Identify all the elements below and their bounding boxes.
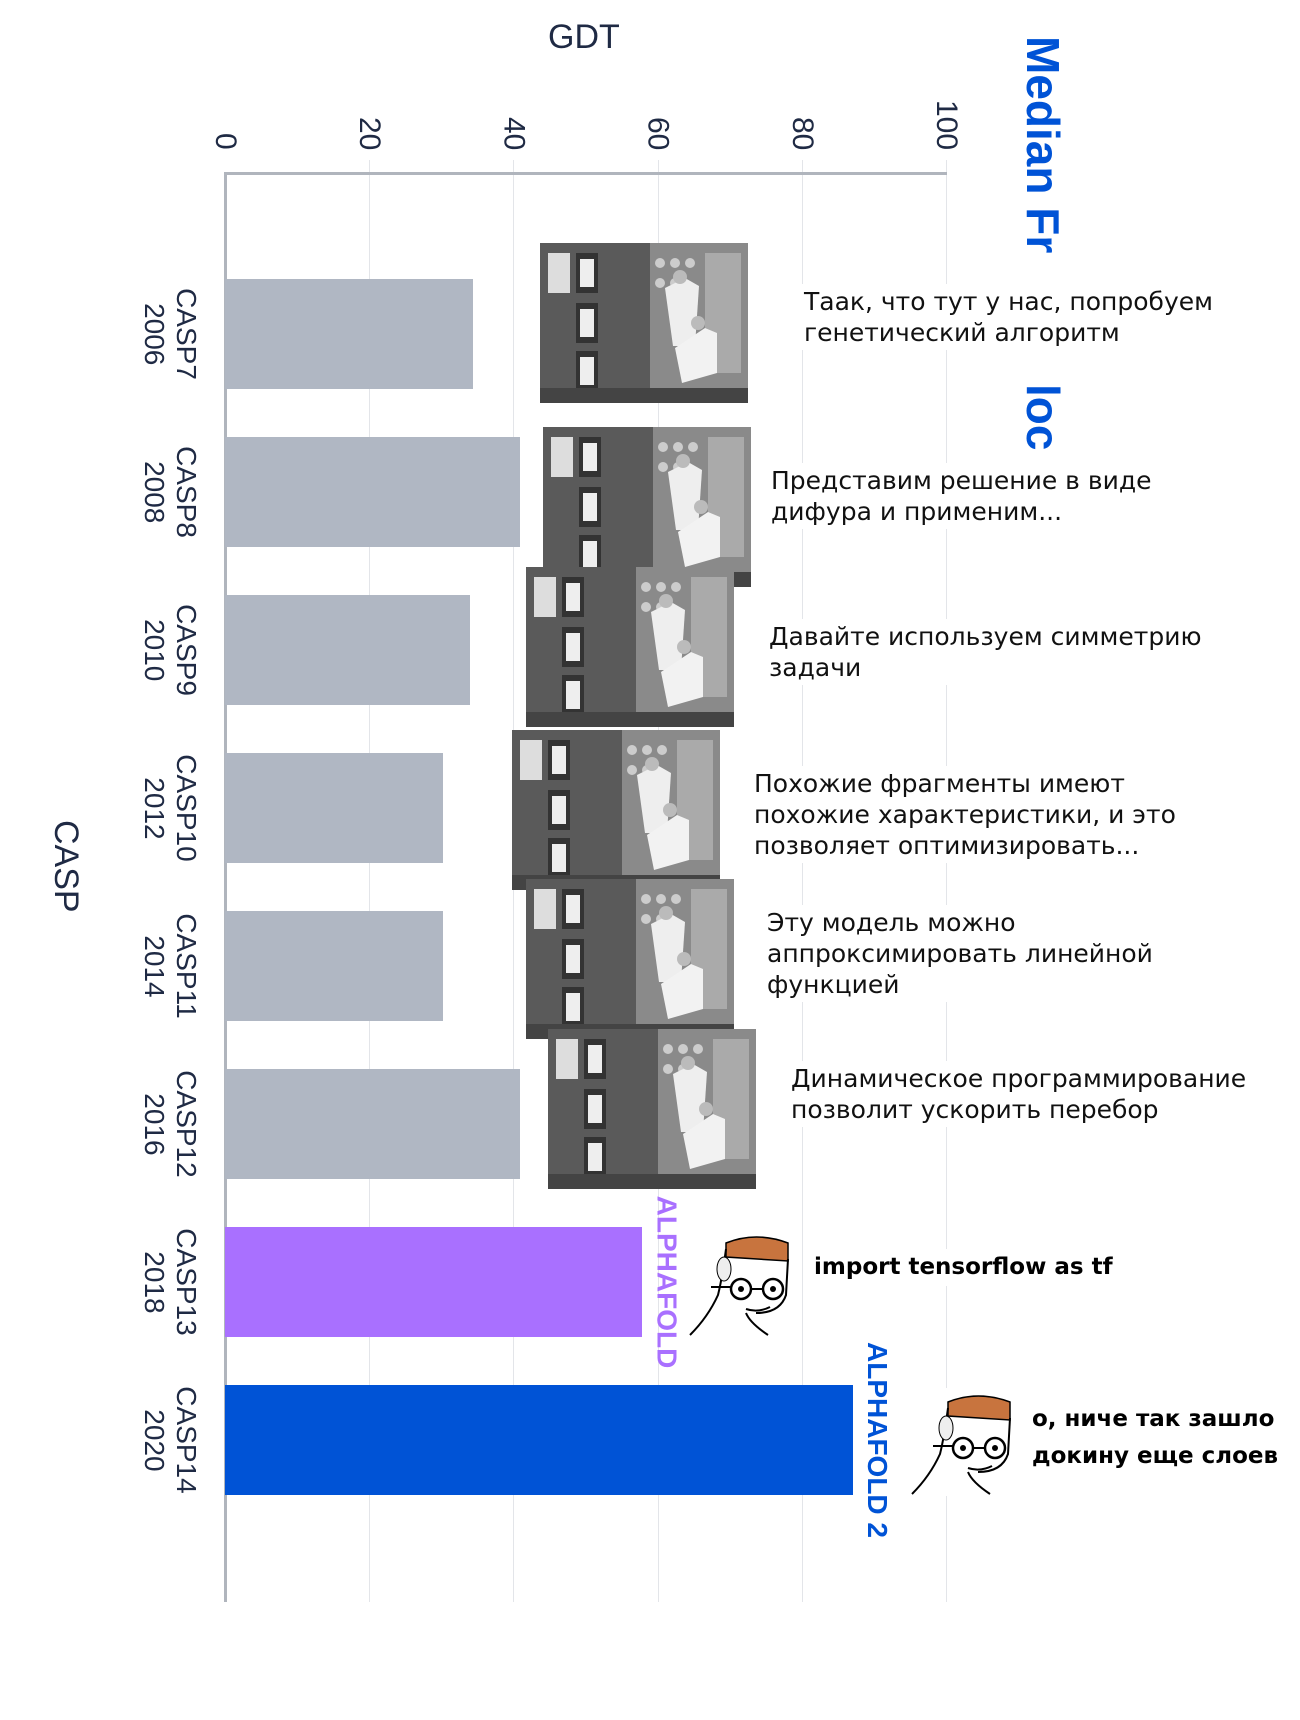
nerd-face-icon — [686, 1229, 796, 1337]
category-name: CASP7 — [171, 288, 202, 380]
x-axis-title: GDT — [548, 18, 620, 56]
category-year: 2016 — [139, 1092, 170, 1156]
category-name: CASP12 — [171, 1070, 202, 1178]
caption-line: Похожие фрагменты имеют — [754, 769, 1125, 798]
bar-casp14 — [225, 1385, 853, 1495]
meme-caption: Таак, что тут у нас, попробуем генетическ… — [798, 284, 1219, 350]
bar-casp8 — [225, 437, 520, 547]
category-year: 2012 — [139, 776, 170, 840]
y-tick-label: CASP12 2016 — [138, 1070, 202, 1177]
category-year: 2008 — [139, 460, 170, 524]
y-tick-label: CASP8 2008 — [138, 446, 202, 538]
category-year: 2020 — [139, 1408, 170, 1472]
category-year: 2014 — [139, 934, 170, 998]
caption-line: позволит ускорить перебор — [791, 1095, 1159, 1124]
bar-casp10 — [225, 753, 443, 863]
vintage-computer-photo — [540, 243, 748, 403]
gridline — [946, 160, 947, 1602]
meme-caption: Давайте используем симметрию задачи — [763, 619, 1208, 685]
y-axis-title: CASP — [47, 820, 85, 913]
category-year: 2018 — [139, 1250, 170, 1314]
bar-casp7 — [225, 279, 474, 389]
x-tick-label: 40 — [497, 116, 531, 150]
bar-casp11 — [225, 911, 443, 1021]
caption-line: Динамическое программирование — [791, 1064, 1247, 1093]
y-axis-line — [224, 172, 227, 1602]
gridline — [369, 160, 371, 1602]
x-tick-label: 100 — [930, 99, 963, 150]
y-tick-label: CASP9 2010 — [138, 604, 202, 696]
caption-line: дифура и применим... — [771, 497, 1063, 526]
meme-caption: Похожие фрагменты имеют похожие характери… — [748, 766, 1182, 863]
caption-line: Давайте используем симметрию — [769, 622, 1202, 651]
caption-line: докину еще слоев — [1032, 1443, 1279, 1469]
vintage-computer-photo — [526, 879, 734, 1039]
chart-title-fragment: Median Fr — [1017, 36, 1069, 254]
caption-line: Эту модель можно — [767, 908, 1016, 937]
vintage-computer-photo — [526, 567, 734, 727]
meme-caption: Представим решение в виде дифура и примен… — [765, 463, 1158, 529]
gridline — [801, 160, 803, 1602]
bar-casp12 — [225, 1069, 520, 1179]
y-tick-label: CASP11 2014 — [138, 913, 202, 1018]
bar-casp13 — [225, 1227, 643, 1337]
x-tick-label: 20 — [353, 116, 387, 150]
vintage-computer-photo — [548, 1029, 756, 1189]
meme-caption: import tensorflow as tf — [814, 1249, 1113, 1286]
chart-title-fragment: loc — [1017, 384, 1069, 450]
y-tick-label: CASP14 2020 — [138, 1386, 202, 1493]
meme-caption: Динамическое программирование позволит ус… — [785, 1061, 1253, 1127]
caption-line: о, ниче так зашло — [1032, 1406, 1275, 1432]
meme-caption: о, ниче так зашло докину еще слоев — [1032, 1401, 1279, 1475]
category-name: CASP9 — [171, 604, 202, 696]
caption-line: аппроксимировать линейной — [767, 939, 1153, 968]
bar-casp9 — [225, 595, 471, 705]
y-tick-label: CASP10 2012 — [138, 754, 202, 861]
bar-value-label: ALPHAFOLD 2 — [861, 1342, 893, 1538]
caption-line: Представим решение в виде — [771, 466, 1152, 495]
vintage-computer-photo — [512, 730, 720, 890]
caption-line: задачи — [769, 653, 862, 682]
category-name: CASP8 — [171, 446, 202, 538]
caption-line: функцией — [767, 970, 900, 999]
x-tick-label: 60 — [641, 116, 675, 150]
category-name: CASP11 — [171, 913, 202, 1019]
caption-line: генетический алгоритм — [804, 318, 1120, 347]
category-name: CASP13 — [171, 1228, 202, 1336]
caption-line: import tensorflow as tf — [814, 1254, 1113, 1280]
bar-value-label: ALPHAFOLD — [651, 1195, 683, 1369]
x-tick-label: 80 — [785, 116, 819, 150]
meme-caption: Эту модель можно аппроксимировать линейно… — [761, 905, 1159, 1002]
vintage-computer-photo — [543, 427, 751, 587]
x-tick-label: 0 — [209, 133, 242, 150]
nerd-face-icon — [908, 1388, 1018, 1496]
category-year: 2006 — [139, 302, 170, 366]
y-tick-label: CASP13 2018 — [138, 1228, 202, 1335]
category-name: CASP10 — [171, 754, 202, 862]
category-year: 2010 — [139, 618, 170, 682]
category-name: CASP14 — [171, 1386, 202, 1494]
caption-line: Таак, что тут у нас, попробуем — [804, 287, 1213, 316]
y-tick-label: CASP7 2006 — [138, 288, 202, 380]
caption-line: позволяет оптимизировать... — [754, 831, 1140, 860]
caption-line: похожие характеристики, и это — [754, 800, 1176, 829]
x-axis-line — [225, 172, 947, 175]
